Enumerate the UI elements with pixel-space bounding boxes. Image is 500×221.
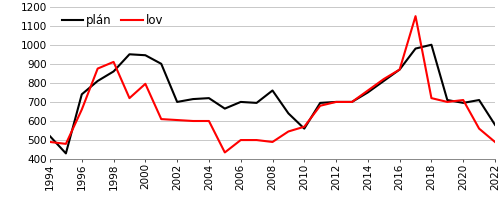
lov [254,139,260,141]
plán [63,152,69,155]
lov [428,97,434,99]
lov [333,101,339,103]
plán [349,101,355,103]
Line: plán: plán [50,45,495,153]
lov [317,105,323,107]
plán [238,101,244,103]
lov [365,89,371,92]
plán [254,102,260,104]
lov [286,130,292,133]
lov [222,151,228,154]
lov [381,78,387,80]
lov [206,120,212,122]
lov [476,127,482,130]
plán [126,53,132,56]
lov [79,108,85,111]
lov [238,139,244,141]
plán [110,70,116,73]
lov [47,141,53,143]
lov [460,99,466,101]
plán [286,112,292,115]
lov [94,67,100,70]
lov [302,125,308,128]
plán [222,107,228,110]
plán [444,99,450,101]
Legend: plán, lov: plán, lov [60,13,165,28]
lov [190,120,196,122]
lov [126,97,132,99]
plán [142,54,148,57]
plán [302,127,308,130]
lov [63,143,69,145]
plán [174,101,180,103]
lov [270,141,276,143]
plán [190,98,196,100]
plán [333,101,339,103]
plán [270,89,276,92]
Line: lov: lov [50,16,495,152]
plán [47,135,53,137]
plán [94,80,100,82]
plán [460,102,466,104]
plán [365,91,371,94]
plán [412,47,418,50]
lov [174,119,180,121]
lov [349,101,355,103]
plán [317,102,323,104]
lov [158,118,164,120]
plán [158,63,164,65]
lov [396,68,402,71]
lov [492,141,498,143]
plán [381,80,387,82]
plán [79,93,85,96]
plán [428,43,434,46]
lov [444,101,450,103]
lov [412,15,418,17]
plán [206,97,212,99]
plán [476,99,482,101]
plán [492,124,498,126]
plán [396,68,402,71]
lov [142,82,148,85]
lov [110,61,116,63]
